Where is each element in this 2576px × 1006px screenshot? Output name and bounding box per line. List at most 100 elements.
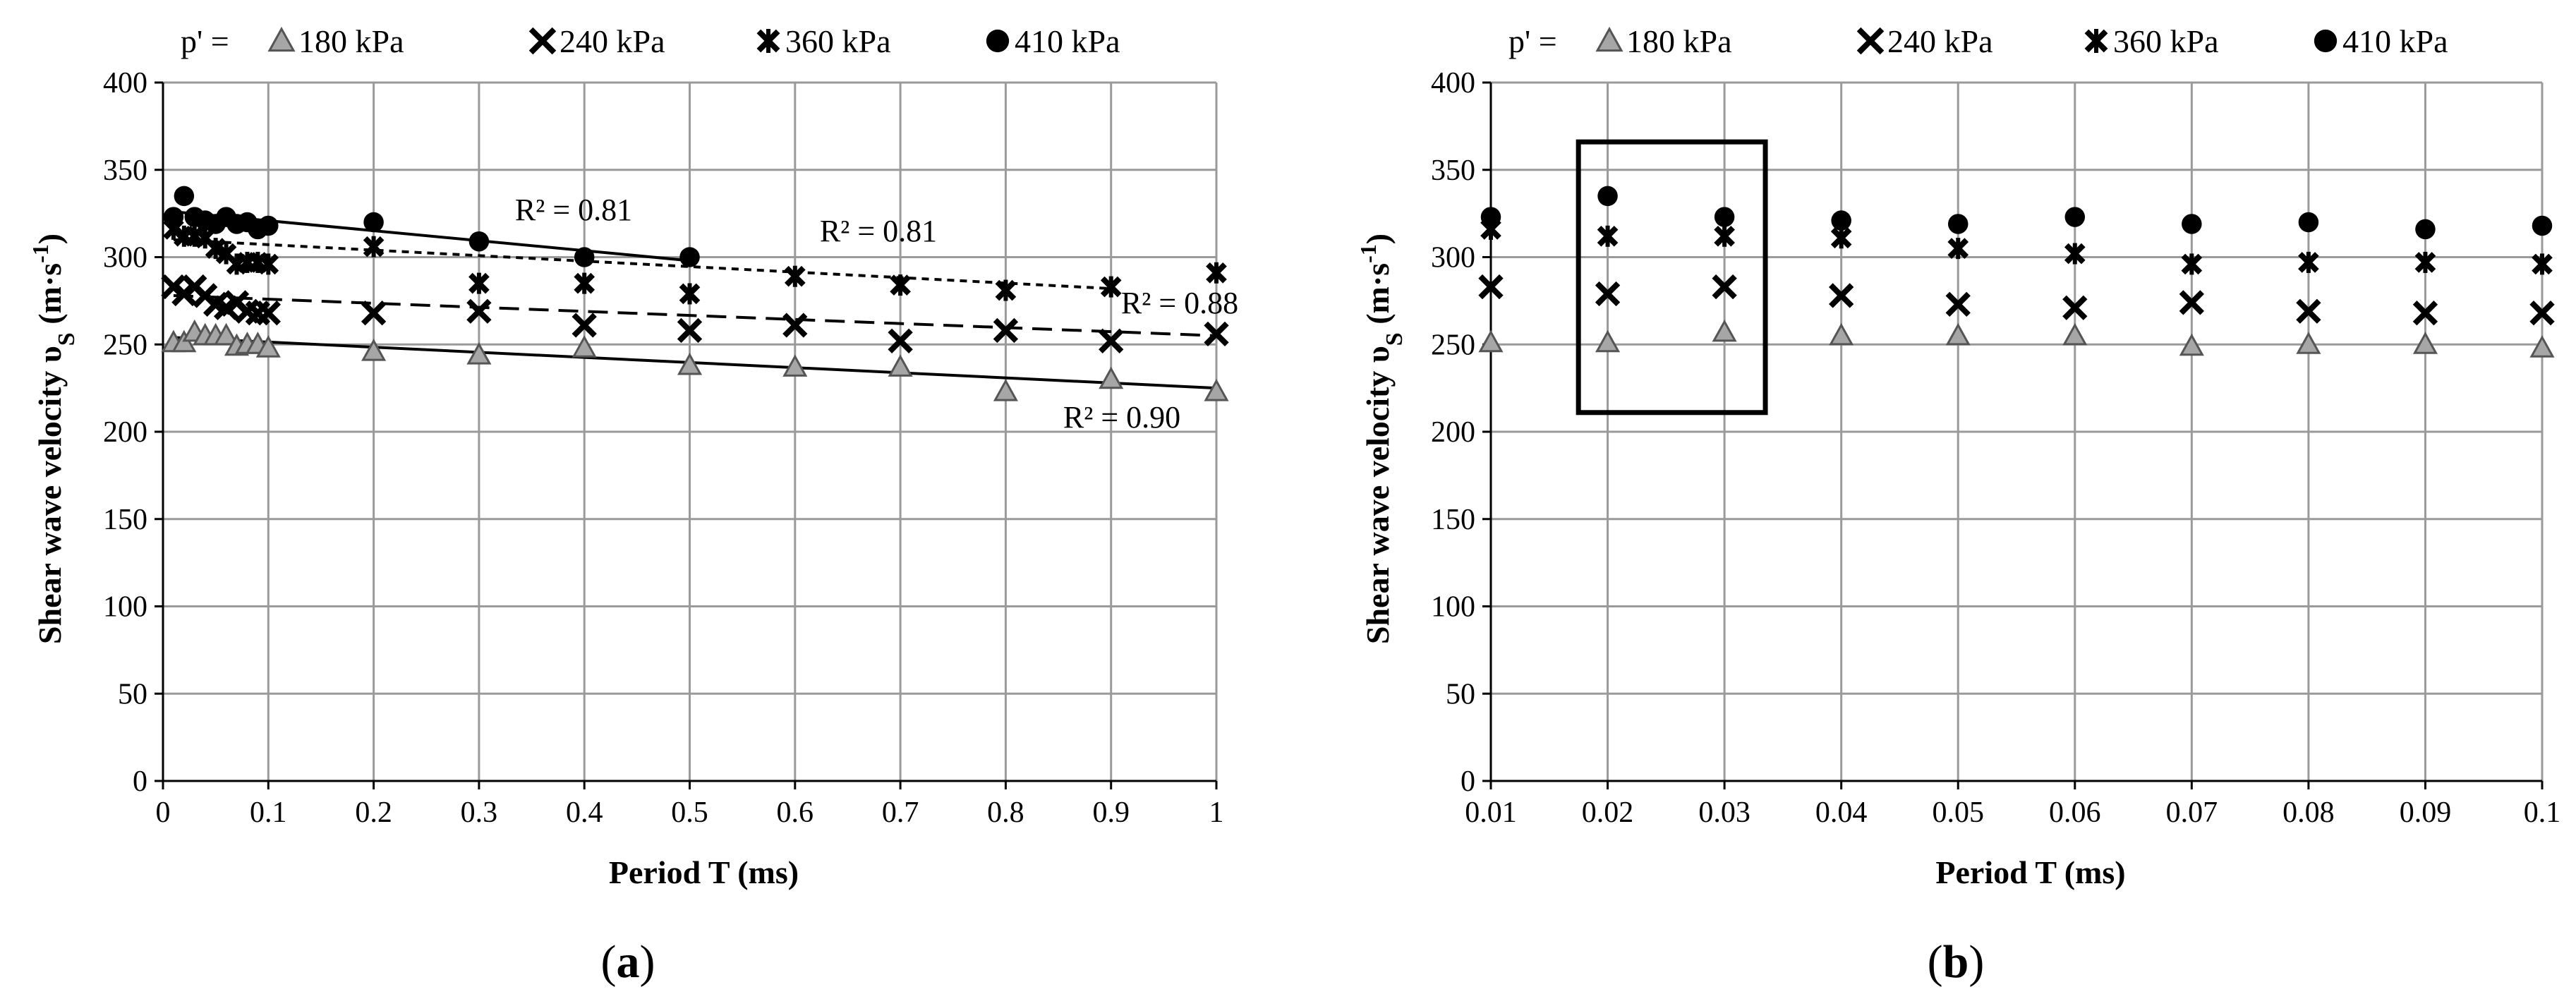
x-axis-title: Period T (ms) bbox=[1935, 854, 2125, 890]
data-point-x-stroke bbox=[1204, 321, 1229, 347]
data-point-triangle bbox=[214, 322, 239, 346]
series-240-kPa bbox=[161, 274, 1229, 353]
panel-label-paren: ( bbox=[1928, 936, 1943, 988]
x-tick-label: 0.1 bbox=[2524, 796, 2561, 829]
x-tick-label: 0.8 bbox=[987, 796, 1024, 829]
data-point-x-stroke bbox=[255, 301, 281, 326]
data-point-x-stroke bbox=[1099, 328, 1124, 353]
x-axis-title: Period T (ms) bbox=[609, 854, 799, 890]
data-point-x bbox=[1945, 291, 1971, 317]
data-point-x-stroke bbox=[361, 301, 387, 326]
data-point-x-stroke bbox=[2062, 295, 2088, 320]
y-axis-title-part: (m·s bbox=[32, 263, 68, 332]
x-tick-label: 0.09 bbox=[2400, 796, 2452, 829]
data-point-circle bbox=[679, 247, 700, 267]
data-point-star bbox=[574, 272, 595, 294]
data-point-triangle bbox=[1478, 329, 1504, 353]
legend-label: 180 kPa bbox=[1626, 23, 1732, 59]
data-point-x bbox=[1712, 274, 1737, 300]
data-point-star bbox=[1714, 225, 1735, 247]
data-point-circle bbox=[174, 186, 195, 207]
panel-label-letter: b bbox=[1943, 936, 1969, 988]
x-tick-label: 0.5 bbox=[671, 796, 708, 829]
data-point-circle bbox=[1597, 186, 1618, 207]
data-point-circle bbox=[163, 207, 184, 227]
data-point-x bbox=[1478, 274, 1504, 300]
legend-label: 240 kPa bbox=[1887, 23, 1993, 59]
data-point-x bbox=[2179, 290, 2204, 315]
data-point-star bbox=[1206, 262, 1227, 284]
series-240-kPa bbox=[1478, 274, 2555, 326]
data-point-triangle bbox=[1712, 319, 1737, 342]
data-point-x bbox=[213, 295, 239, 320]
x-tick-label: 0.7 bbox=[882, 796, 919, 829]
data-point-x-stroke bbox=[1595, 281, 1621, 307]
panel-label: (b) bbox=[1928, 936, 1985, 988]
data-point-circle bbox=[2415, 219, 2436, 240]
data-point-triangle bbox=[1595, 329, 1621, 353]
data-point-triangle bbox=[466, 342, 492, 365]
series-410-kPa bbox=[163, 186, 700, 267]
panel-label-paren: ) bbox=[640, 936, 655, 988]
data-point-triangle bbox=[255, 335, 281, 358]
x-tick-label: 0.6 bbox=[777, 796, 814, 829]
data-point-x-stroke bbox=[2529, 301, 2555, 326]
y-axis-title-sub: S bbox=[54, 332, 80, 346]
y-axis-title-part: (m·s bbox=[1360, 263, 1396, 332]
legend-marker-triangle bbox=[1595, 26, 1623, 52]
y-tick-label: 350 bbox=[103, 154, 147, 187]
data-point-circle bbox=[1947, 214, 1969, 234]
data-point-star bbox=[205, 238, 226, 260]
data-point-x bbox=[677, 317, 703, 344]
x-tick-label: 0.2 bbox=[355, 796, 392, 829]
series-410-kPa bbox=[1480, 186, 2553, 240]
data-point-x bbox=[2412, 301, 2438, 326]
data-point-x bbox=[2296, 298, 2321, 324]
x-tick-label: 0.05 bbox=[1932, 796, 1984, 829]
data-point-star bbox=[995, 279, 1017, 301]
data-point-x-stroke bbox=[213, 295, 239, 320]
panel-label: (a) bbox=[601, 936, 655, 988]
y-axis-title: Shear wave velocity υS (m·s-1) bbox=[1355, 234, 1408, 644]
data-point-x-stroke bbox=[888, 328, 913, 353]
y-axis-title: Shear wave velocity υS (m·s-1) bbox=[28, 234, 80, 644]
panel-label-paren: ( bbox=[601, 936, 617, 988]
data-point-triangle bbox=[361, 339, 387, 361]
y-axis-title-sup: -1 bbox=[28, 244, 53, 263]
x-tick-label: 1 bbox=[1209, 796, 1224, 829]
x-tick-label: 0 bbox=[156, 796, 171, 829]
data-point-star bbox=[1830, 227, 1852, 249]
gridlines bbox=[162, 81, 1218, 782]
series-180-kPa bbox=[161, 319, 1229, 401]
y-tick-label: 0 bbox=[133, 765, 147, 798]
data-point-x bbox=[782, 313, 808, 338]
data-point-star bbox=[1100, 276, 1122, 298]
data-point-x bbox=[466, 298, 492, 324]
data-point-triangle bbox=[782, 354, 808, 377]
y-tick-label: 150 bbox=[103, 504, 147, 536]
data-point-x-stroke bbox=[1945, 291, 1971, 317]
series-180-kPa bbox=[1478, 319, 2555, 358]
data-point-circle bbox=[363, 212, 384, 233]
panel-label-paren: ) bbox=[1969, 936, 1984, 988]
legend-marker-circle bbox=[2314, 29, 2338, 53]
data-point-star bbox=[1597, 225, 1619, 247]
data-point-triangle bbox=[2529, 335, 2555, 358]
y-axis-title-part: Shear wave velocity υ bbox=[1360, 346, 1396, 644]
legend-marker-x-stroke bbox=[1856, 27, 1885, 55]
data-point-circle bbox=[574, 247, 595, 267]
legend-marker-circle bbox=[986, 29, 1010, 53]
data-point-triangle bbox=[1945, 322, 1971, 346]
y-tick-label: 50 bbox=[1446, 678, 1475, 710]
y-tick-label: 350 bbox=[1431, 154, 1475, 187]
data-point-x bbox=[2062, 295, 2088, 320]
data-point-x-stroke bbox=[572, 313, 597, 338]
data-point-triangle bbox=[2179, 333, 2204, 356]
data-point-x-stroke bbox=[677, 317, 703, 344]
y-axis-title-sup: -1 bbox=[1355, 244, 1381, 263]
data-point-star bbox=[2064, 243, 2086, 265]
legend-label: 410 kPa bbox=[1015, 23, 1120, 59]
legend: p' = 180 kPa 240 kPa 360 kPa 410 kPa bbox=[181, 23, 1120, 59]
data-point-x-stroke bbox=[2296, 298, 2321, 324]
